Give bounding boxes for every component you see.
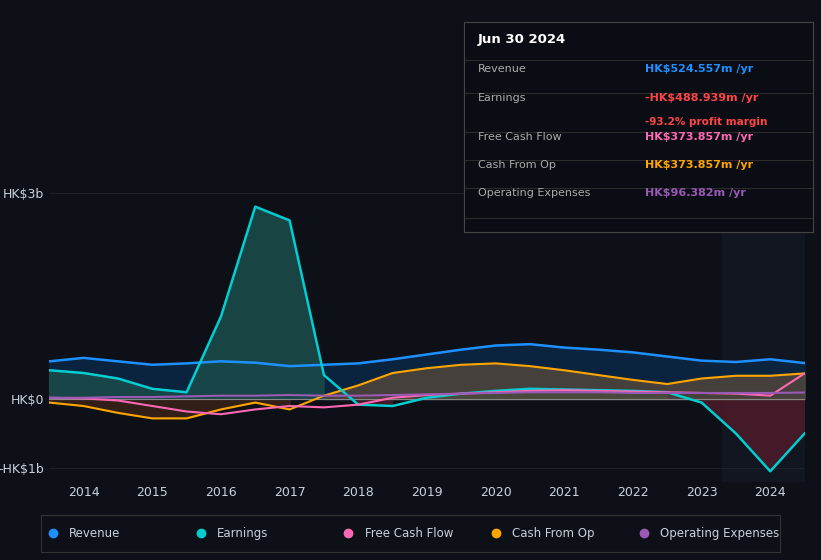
Text: HK$524.557m /yr: HK$524.557m /yr <box>645 64 754 74</box>
Text: Cash From Op: Cash From Op <box>478 160 556 170</box>
Text: -93.2% profit margin: -93.2% profit margin <box>645 117 768 127</box>
Text: Earnings: Earnings <box>217 527 268 540</box>
Text: Jun 30 2024: Jun 30 2024 <box>478 33 566 46</box>
Text: HK$373.857m /yr: HK$373.857m /yr <box>645 132 754 142</box>
Text: Revenue: Revenue <box>478 64 526 74</box>
Text: Operating Expenses: Operating Expenses <box>478 188 590 198</box>
Text: HK$96.382m /yr: HK$96.382m /yr <box>645 188 746 198</box>
Text: Revenue: Revenue <box>69 527 121 540</box>
Text: -HK$488.939m /yr: -HK$488.939m /yr <box>645 93 759 102</box>
Text: Free Cash Flow: Free Cash Flow <box>478 132 562 142</box>
Bar <box>722 179 805 482</box>
Text: Earnings: Earnings <box>478 93 526 102</box>
Text: Free Cash Flow: Free Cash Flow <box>365 527 453 540</box>
Text: Cash From Op: Cash From Op <box>512 527 595 540</box>
Text: Operating Expenses: Operating Expenses <box>660 527 779 540</box>
Text: HK$373.857m /yr: HK$373.857m /yr <box>645 160 754 170</box>
